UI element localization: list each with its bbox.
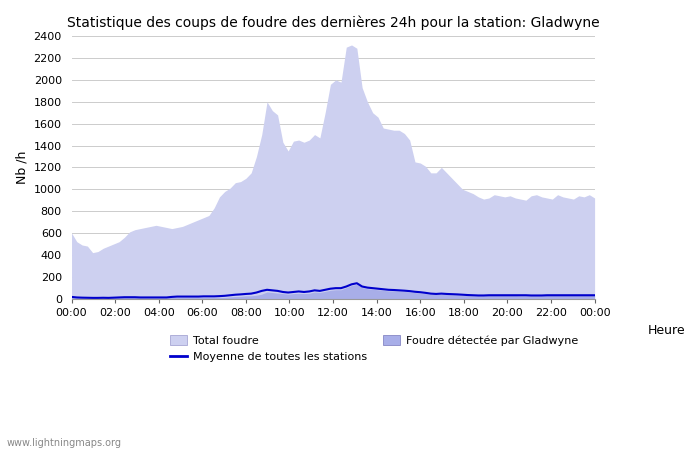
- Text: Heure: Heure: [648, 324, 685, 337]
- Legend: Total foudre, Moyenne de toutes les stations, Foudre détectée par Gladwyne: Total foudre, Moyenne de toutes les stat…: [166, 330, 582, 366]
- Text: www.lightningmaps.org: www.lightningmaps.org: [7, 438, 122, 448]
- Title: Statistique des coups de foudre des dernières 24h pour la station: Gladwyne: Statistique des coups de foudre des dern…: [66, 15, 599, 30]
- Y-axis label: Nb /h: Nb /h: [15, 151, 28, 184]
